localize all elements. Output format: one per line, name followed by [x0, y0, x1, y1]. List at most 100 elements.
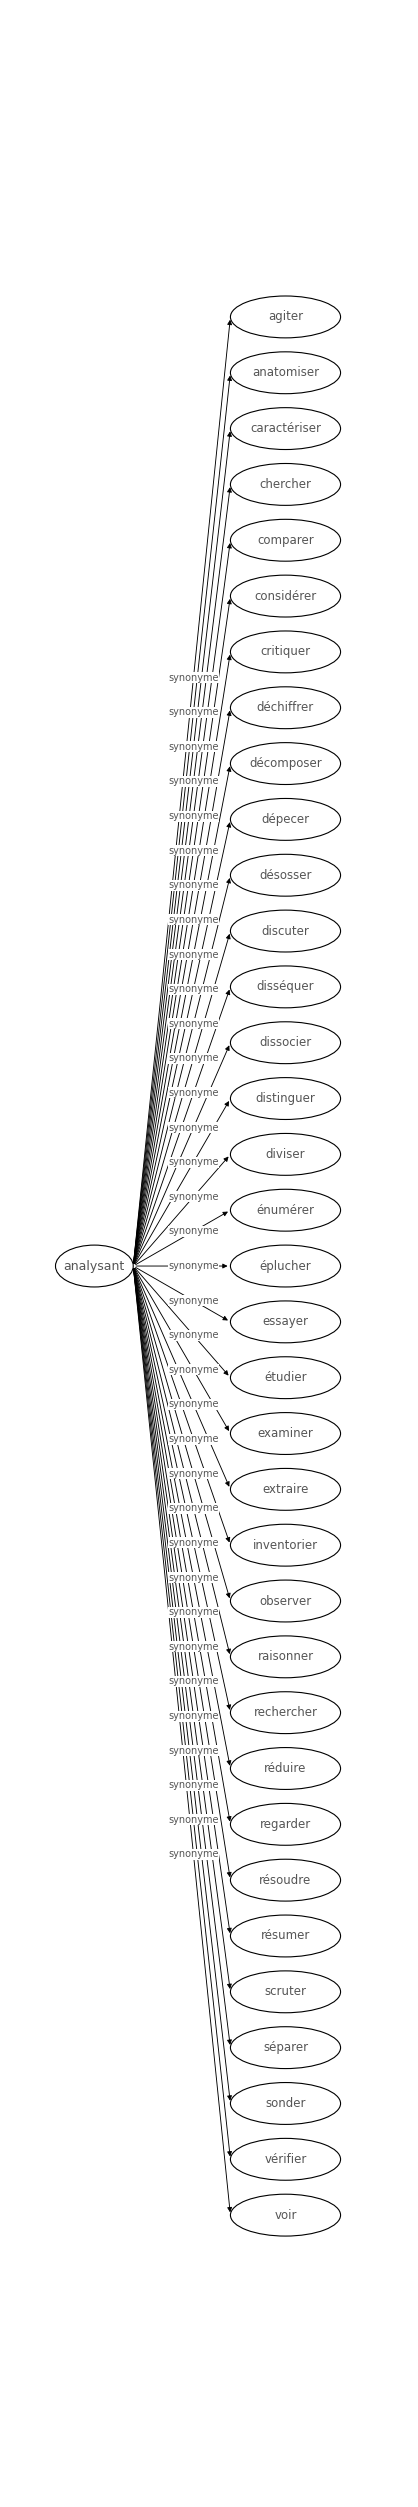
Ellipse shape	[230, 409, 341, 449]
FancyArrowPatch shape	[134, 1045, 229, 1264]
Text: synonyme: synonyme	[168, 1226, 219, 1236]
Ellipse shape	[56, 1246, 133, 1286]
Text: regarder: regarder	[260, 1818, 311, 1830]
Text: diviser: diviser	[266, 1148, 305, 1161]
Text: distinguer: distinguer	[255, 1093, 316, 1106]
Text: synonyme: synonyme	[168, 1331, 219, 1341]
Ellipse shape	[230, 742, 341, 785]
Text: résumer: résumer	[261, 1930, 310, 1943]
FancyArrowPatch shape	[136, 1211, 227, 1264]
Text: synonyme: synonyme	[168, 1088, 219, 1098]
Text: analysant: analysant	[64, 1259, 125, 1274]
Text: synonyme: synonyme	[168, 1745, 219, 1755]
Text: considérer: considérer	[255, 589, 316, 602]
Ellipse shape	[230, 855, 341, 895]
Text: synonyme: synonyme	[168, 845, 219, 855]
Ellipse shape	[230, 910, 341, 953]
Text: raisonner: raisonner	[257, 1650, 314, 1662]
FancyArrowPatch shape	[134, 1269, 232, 2043]
Text: sonder: sonder	[265, 2096, 306, 2111]
Ellipse shape	[230, 1524, 341, 1567]
Ellipse shape	[230, 1023, 341, 1063]
FancyArrowPatch shape	[133, 1269, 232, 2211]
FancyArrowPatch shape	[134, 1269, 231, 1933]
Ellipse shape	[230, 632, 341, 672]
Ellipse shape	[230, 2026, 341, 2068]
Text: comparer: comparer	[257, 534, 314, 547]
Text: synonyme: synonyme	[168, 1018, 219, 1028]
FancyArrowPatch shape	[134, 1269, 231, 1710]
Ellipse shape	[230, 1860, 341, 1900]
Text: synonyme: synonyme	[168, 1296, 219, 1306]
Text: synonyme: synonyme	[168, 915, 219, 925]
Ellipse shape	[230, 1637, 341, 1677]
FancyArrowPatch shape	[134, 1269, 232, 2101]
Text: synonyme: synonyme	[168, 880, 219, 890]
Text: synonyme: synonyme	[168, 742, 219, 752]
Ellipse shape	[230, 2138, 341, 2181]
Text: synonyme: synonyme	[168, 812, 219, 822]
Text: synonyme: synonyme	[168, 1504, 219, 1514]
Text: synonyme: synonyme	[168, 1572, 219, 1582]
FancyArrowPatch shape	[135, 1269, 229, 1431]
Text: agiter: agiter	[268, 311, 303, 323]
Text: synonyme: synonyme	[168, 1399, 219, 1409]
Ellipse shape	[230, 351, 341, 394]
FancyArrowPatch shape	[135, 1269, 228, 1374]
Ellipse shape	[230, 1971, 341, 2013]
Text: synonyme: synonyme	[168, 1191, 219, 1201]
Text: synonyme: synonyme	[168, 707, 219, 717]
FancyArrowPatch shape	[134, 822, 231, 1264]
FancyArrowPatch shape	[134, 599, 231, 1264]
Ellipse shape	[230, 1692, 341, 1735]
Ellipse shape	[230, 687, 341, 730]
FancyArrowPatch shape	[136, 1269, 227, 1321]
Text: discuter: discuter	[262, 925, 309, 938]
Ellipse shape	[230, 2083, 341, 2123]
Text: synonyme: synonyme	[168, 1053, 219, 1063]
FancyArrowPatch shape	[134, 767, 231, 1264]
Text: synonyme: synonyme	[168, 1815, 219, 1825]
Text: examiner: examiner	[257, 1426, 314, 1439]
Text: inventorier: inventorier	[253, 1539, 318, 1552]
FancyArrowPatch shape	[134, 1269, 230, 1597]
Text: critiquer: critiquer	[260, 644, 311, 659]
FancyArrowPatch shape	[134, 935, 230, 1264]
FancyArrowPatch shape	[134, 1269, 230, 1652]
Text: synonyme: synonyme	[168, 950, 219, 960]
Ellipse shape	[230, 464, 341, 506]
Ellipse shape	[230, 1133, 341, 1176]
FancyArrowPatch shape	[134, 712, 231, 1264]
FancyArrowPatch shape	[133, 376, 232, 1264]
Text: énumérer: énumérer	[257, 1203, 314, 1216]
Text: disséquer: disséquer	[257, 980, 314, 993]
Text: chercher: chercher	[260, 479, 311, 491]
Text: séparer: séparer	[263, 2041, 308, 2053]
Text: synonyme: synonyme	[168, 1677, 219, 1687]
Ellipse shape	[230, 965, 341, 1008]
Text: synonyme: synonyme	[168, 1261, 219, 1271]
Ellipse shape	[230, 1579, 341, 1622]
Text: dépecer: dépecer	[261, 812, 310, 825]
Text: synonyme: synonyme	[168, 1642, 219, 1652]
Text: dissocier: dissocier	[259, 1035, 311, 1050]
Text: voir: voir	[274, 2209, 297, 2221]
Ellipse shape	[230, 1747, 341, 1790]
Ellipse shape	[230, 1915, 341, 1958]
Text: anatomiser: anatomiser	[252, 366, 319, 379]
Text: caractériser: caractériser	[250, 421, 321, 436]
Text: synonyme: synonyme	[168, 1158, 219, 1168]
Text: décomposer: décomposer	[249, 757, 322, 770]
Ellipse shape	[230, 1469, 341, 1509]
FancyArrowPatch shape	[134, 1269, 231, 1988]
Text: étudier: étudier	[264, 1371, 307, 1384]
FancyArrowPatch shape	[135, 1158, 228, 1264]
Text: vérifier: vérifier	[264, 2154, 307, 2166]
Text: résoudre: résoudre	[259, 1873, 311, 1888]
Text: rechercher: rechercher	[253, 1707, 318, 1720]
FancyArrowPatch shape	[134, 1269, 231, 1875]
FancyArrowPatch shape	[134, 880, 230, 1264]
FancyArrowPatch shape	[135, 1101, 229, 1264]
Ellipse shape	[230, 1803, 341, 1845]
Ellipse shape	[230, 797, 341, 840]
